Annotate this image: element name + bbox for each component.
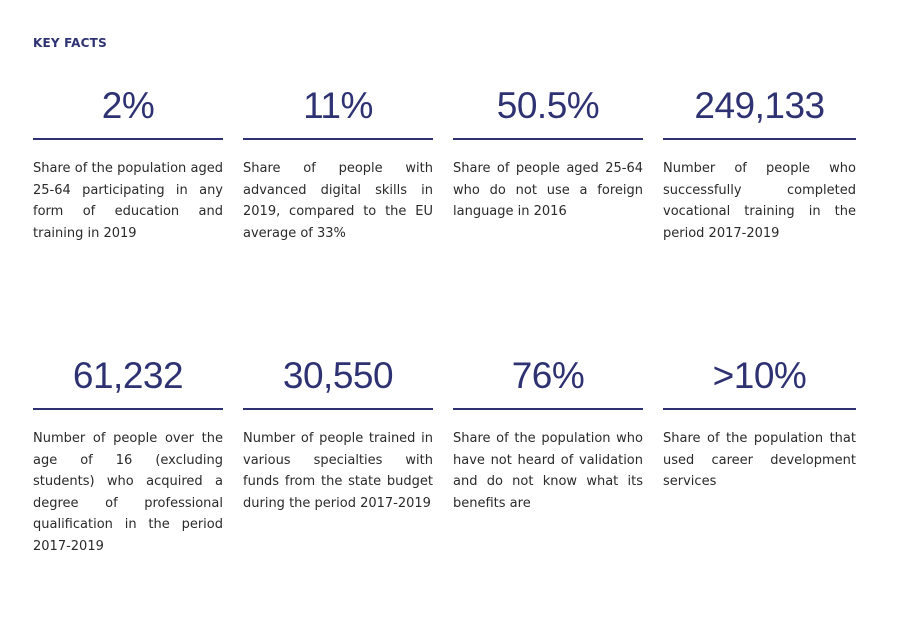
fact-description: Share of the population that used career… [663, 431, 856, 489]
fact-description: Number of people who successfully comple… [663, 161, 856, 241]
fact-description: Share of the population aged 25-64 parti… [33, 161, 223, 241]
fact-description: Share of people with advanced digital sk… [243, 161, 433, 241]
fact-card: 249,133 Number of people who successfull… [663, 82, 856, 352]
fact-card: 30,550 Number of people trained in vario… [243, 352, 433, 622]
fact-value: 50.5% [453, 82, 643, 140]
fact-value: 249,133 [663, 82, 856, 140]
fact-description: Share of people aged 25-64 who do not us… [453, 161, 643, 219]
fact-card: 11% Share of people with advanced digita… [243, 82, 433, 352]
fact-card: >10% Share of the population that used c… [663, 352, 856, 622]
fact-value: 2% [33, 82, 223, 140]
key-facts-grid: 2% Share of the population aged 25-64 pa… [33, 82, 856, 622]
fact-description: Share of the population who have not hea… [453, 431, 643, 511]
fact-card: 61,232 Number of people over the age of … [33, 352, 223, 622]
fact-value: 76% [453, 352, 643, 410]
fact-description: Number of people trained in various spec… [243, 431, 433, 511]
fact-description: Number of people over the age of 16 (exc… [33, 431, 223, 554]
fact-value: 61,232 [33, 352, 223, 410]
fact-value: 30,550 [243, 352, 433, 410]
page-title: KEY FACTS [33, 36, 107, 50]
fact-card: 2% Share of the population aged 25-64 pa… [33, 82, 223, 352]
fact-card: 76% Share of the population who have not… [453, 352, 643, 622]
fact-card: 50.5% Share of people aged 25-64 who do … [453, 82, 643, 352]
fact-value: 11% [243, 82, 433, 140]
fact-value: >10% [663, 352, 856, 410]
